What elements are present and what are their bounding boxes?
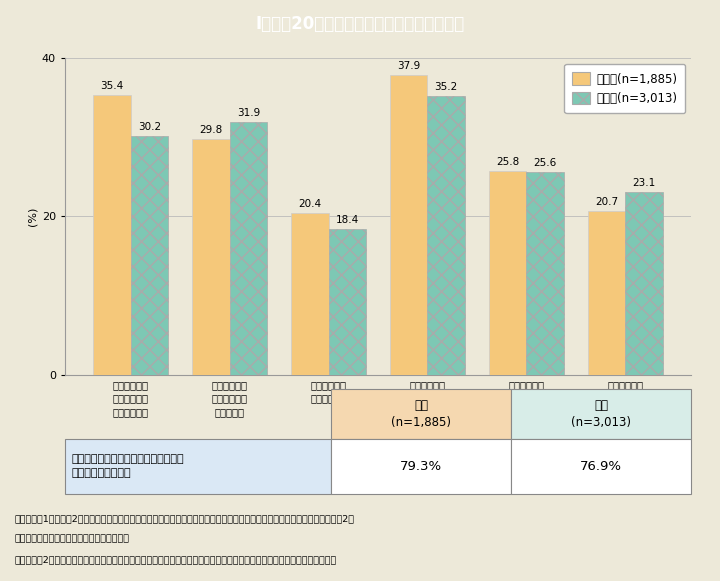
Bar [192,139,230,375]
Text: I－特－20図　自身の仕事に当てはまるもの: I－特－20図 自身の仕事に当てはまるもの [256,15,464,33]
Text: 37.9: 37.9 [397,61,420,71]
Text: 上記選択肢について，いずれか１つで
も回答した人の割合: 上記選択肢について，いずれか１つで も回答した人の割合 [72,454,184,478]
Bar [94,95,131,375]
Bar [230,122,267,375]
Bar [526,172,564,375]
Bar [131,136,168,375]
Bar [511,389,691,439]
Bar [65,439,331,494]
Bar [588,211,625,375]
Text: 35.4: 35.4 [100,81,124,91]
Legend: 女性　(n=1,885), 男性　(n=3,013): 女性 (n=1,885), 男性 (n=3,013) [564,64,685,113]
Text: 度内閣府委託調査）より作成。: 度内閣府委託調査）より作成。 [14,535,130,543]
Text: 男性
(n=3,013): 男性 (n=3,013) [571,399,631,429]
Y-axis label: (%): (%) [27,207,37,226]
Bar [291,213,328,375]
Text: 76.9%: 76.9% [580,460,622,473]
Text: 女性
(n=1,885): 女性 (n=1,885) [391,399,451,429]
Text: （備考）　1．「令和2年度　男女共同参画の視点からの新型コロナウイルス感染症拡大の影響等に関する調査報告書」（令和2年: （備考） 1．「令和2年度 男女共同参画の視点からの新型コロナウイルス感染症拡大… [14,514,354,523]
Text: 31.9: 31.9 [237,108,260,119]
Text: 79.3%: 79.3% [400,460,442,473]
Bar [390,75,428,375]
Bar [511,439,691,494]
Text: 18.4: 18.4 [336,215,359,225]
Text: 20.7: 20.7 [595,197,618,207]
Text: 25.6: 25.6 [534,158,557,168]
Text: 20.4: 20.4 [298,199,321,209]
Text: 29.8: 29.8 [199,125,222,135]
Bar [489,170,526,375]
Text: 23.1: 23.1 [632,178,656,188]
Bar [331,439,511,494]
Text: 2．対象者は，有業者。自身の職業について，主婦・主夫，学生，その他（働いていない），と答えた人を除く。: 2．対象者は，有業者。自身の職業について，主婦・主夫，学生，その他（働いていない… [14,555,337,564]
Bar [331,389,511,439]
Bar [328,229,366,375]
Text: 25.8: 25.8 [496,156,519,167]
Bar [625,192,662,375]
Text: 30.2: 30.2 [138,122,161,132]
Text: 35.2: 35.2 [435,82,458,92]
Bar [428,96,465,375]
